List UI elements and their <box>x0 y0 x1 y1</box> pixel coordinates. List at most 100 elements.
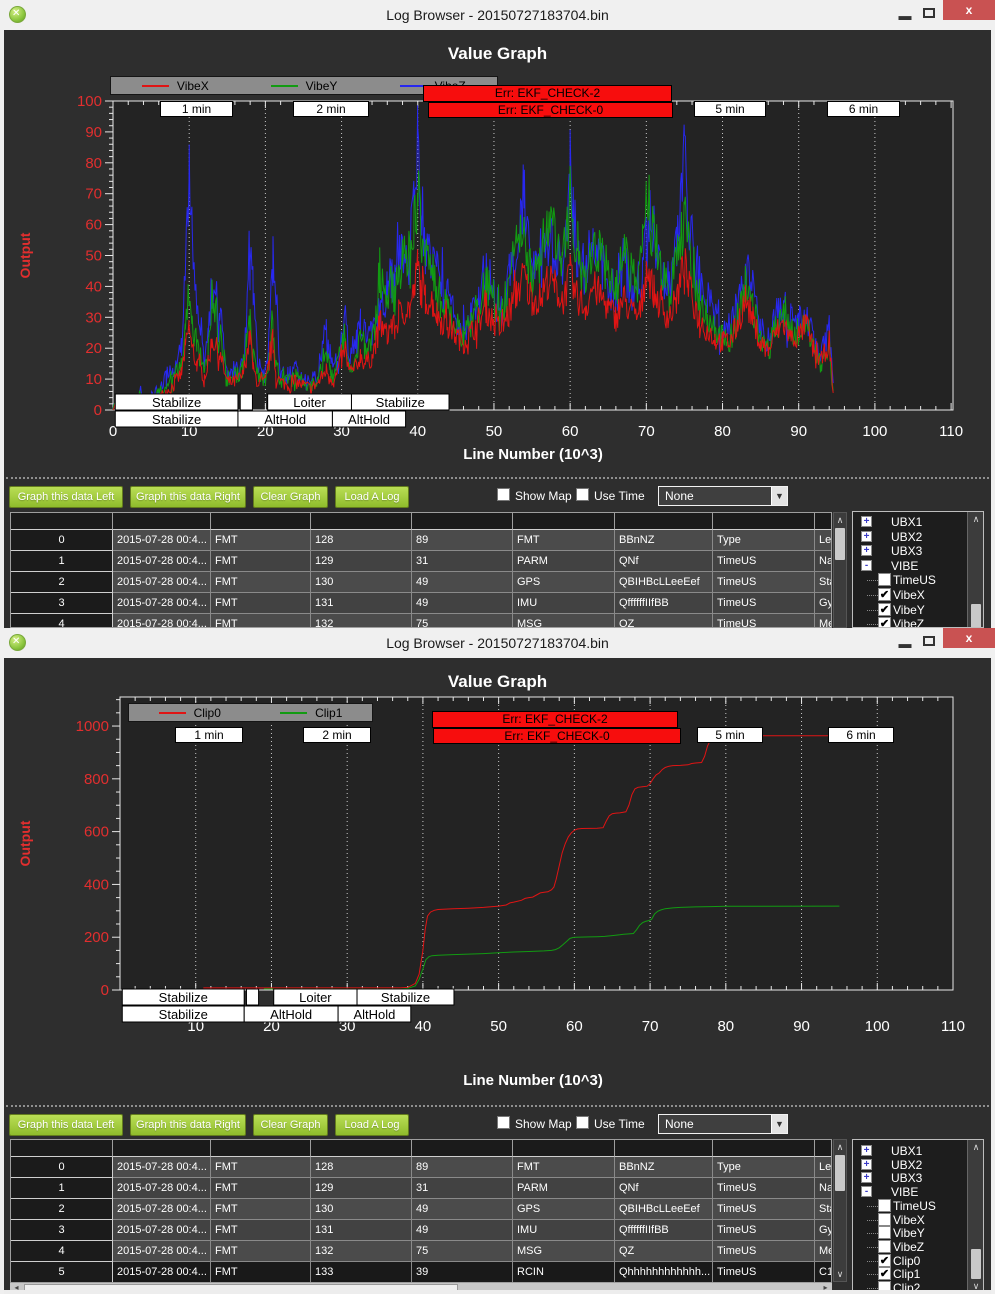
table-vertical-scrollbar[interactable]: ∧ ∨ <box>833 1139 847 1282</box>
mode-dropdown[interactable]: None ▼ <box>658 486 788 506</box>
close-button[interactable]: x <box>943 0 995 20</box>
scroll-down-icon[interactable]: ∨ <box>972 1281 980 1291</box>
field-checkbox[interactable]: ✔ <box>878 617 891 627</box>
field-checkbox[interactable] <box>878 1212 891 1226</box>
tree-item-vibe[interactable]: - VIBE <box>853 1185 966 1199</box>
tree-item-ubx3[interactable]: + UBX3 <box>853 544 966 558</box>
table-row[interactable]: 2 2015-07-28 00:4... FMT 130 49 GPS QBIHBcLLee… <box>11 572 831 593</box>
table-row[interactable]: 3 2015-07-28 00:4... FMT 131 49 IMU QffffffIIf… <box>11 1220 831 1241</box>
titlebar[interactable]: Log Browser - 20150727183704.bin ▬ x <box>0 0 995 30</box>
table-vertical-scrollbar[interactable]: ∧ <box>833 512 847 628</box>
tree-item-ubx1[interactable]: + UBX1 <box>853 1144 966 1158</box>
table-row[interactable]: 5 2015-07-28 00:4... FMT 133 39 RCIN Qhhhhhhhh… <box>11 1262 831 1282</box>
scrollbar-thumb[interactable] <box>971 604 981 627</box>
scroll-up-icon[interactable]: ∧ <box>836 1142 844 1152</box>
scroll-up-icon[interactable]: ∧ <box>972 1142 980 1152</box>
tree-connector <box>867 1288 878 1289</box>
load-log-button[interactable]: Load A Log <box>335 486 409 508</box>
minimize-button[interactable]: ▬ <box>898 8 912 23</box>
field-checkbox[interactable]: ✔ <box>878 602 891 616</box>
table-cell: 49 <box>412 593 513 614</box>
table-cell: 2015-07-28 00:4... <box>113 530 211 551</box>
graph-left-button[interactable]: Graph this data Left <box>9 1114 123 1136</box>
svg-text:110: 110 <box>941 1018 965 1035</box>
graph-right-button[interactable]: Graph this data Right <box>130 1114 246 1136</box>
field-checkbox[interactable] <box>878 1226 891 1240</box>
value-graph-chart[interactable]: 0 10 20 30 40 50 60 70 80 90 100 110010203040506070… <box>0 30 995 480</box>
scroll-up-icon[interactable]: ∧ <box>836 515 844 525</box>
chevron-down-icon[interactable]: ▼ <box>771 1115 787 1133</box>
expand-icon[interactable]: + <box>861 1172 872 1184</box>
tree-vertical-scrollbar[interactable]: ∧ ∨ <box>967 1140 983 1293</box>
tree-item-clip0[interactable]: ✔ Clip0 <box>853 1253 966 1268</box>
chevron-down-icon[interactable]: ▼ <box>771 487 787 505</box>
table-cell: PARM <box>513 551 615 572</box>
field-checkbox[interactable] <box>878 573 891 587</box>
scrollbar-thumb[interactable] <box>971 1249 981 1279</box>
table-row[interactable]: 0 2015-07-28 00:4... FMT 128 89 FMT BBnNZ Type L… <box>11 530 831 551</box>
tree-vertical-scrollbar[interactable]: ∧ <box>967 512 983 627</box>
scrollbar-thumb[interactable] <box>835 1155 845 1191</box>
field-checkbox[interactable]: ✔ <box>878 1253 891 1267</box>
table-row[interactable]: 1 2015-07-28 00:4... FMT 129 31 PARM QNf TimeUS… <box>11 1178 831 1199</box>
expand-icon[interactable]: + <box>861 545 872 557</box>
tree-item-ubx1[interactable]: + UBX1 <box>853 515 966 529</box>
tree-item-vibez[interactable]: ✔ VibeZ <box>853 617 966 627</box>
table-header-cell <box>11 1140 113 1157</box>
tree-item-timeus[interactable]: TimeUS <box>853 1198 966 1213</box>
tree-item-ubx2[interactable]: + UBX2 <box>853 530 966 544</box>
close-button[interactable]: x <box>943 628 995 648</box>
show-map-checkbox[interactable] <box>497 1116 510 1129</box>
clip-graph-chart[interactable]: 10 20 30 40 50 60 70 80 90 100 1100200400600800100… <box>0 658 995 1108</box>
expand-icon[interactable]: + <box>861 1145 872 1156</box>
table-row[interactable]: 2 2015-07-28 00:4... FMT 130 49 GPS QBIHBcLLee… <box>11 1199 831 1220</box>
field-checkbox[interactable] <box>878 1239 891 1253</box>
table-header-row <box>11 1140 831 1157</box>
scroll-left-icon[interactable]: ◂ <box>14 1283 19 1292</box>
field-checkbox[interactable]: ✔ <box>878 1267 891 1281</box>
scrollbar-thumb[interactable] <box>835 528 845 560</box>
graph-left-button[interactable]: Graph this data Left <box>9 486 123 508</box>
use-time-checkbox[interactable] <box>576 488 589 501</box>
load-log-button[interactable]: Load A Log <box>335 1114 409 1136</box>
clear-graph-button[interactable]: Clear Graph <box>253 1114 328 1136</box>
graph-right-button[interactable]: Graph this data Right <box>130 486 246 508</box>
tree-item-vibey[interactable]: ✔ VibeY <box>853 602 966 617</box>
tree-item-ubx2[interactable]: + UBX2 <box>853 1158 966 1172</box>
tree-item-vibez[interactable]: VibeZ <box>853 1239 966 1254</box>
tree-branch-label: VIBE <box>891 558 919 573</box>
tree-item-clip1[interactable]: ✔ Clip1 <box>853 1267 966 1281</box>
titlebar[interactable]: Log Browser - 20150727183704.bin ▬ x <box>0 628 995 658</box>
scroll-up-icon[interactable]: ∧ <box>972 514 980 524</box>
tree-item-vibey[interactable]: VibeY <box>853 1226 966 1240</box>
table-row[interactable]: 1 2015-07-28 00:4... FMT 129 31 PARM QNf TimeUS… <box>11 551 831 572</box>
mode-dropdown[interactable]: None ▼ <box>658 1114 788 1134</box>
collapse-icon[interactable]: - <box>861 559 872 571</box>
tree-item-timeus[interactable]: TimeUS <box>853 573 966 587</box>
tree-item-vibex[interactable]: VibeX <box>853 1212 966 1227</box>
tree-leaf-label: TimeUS <box>893 1198 936 1213</box>
table-cell: 2015-07-28 00:4... <box>113 593 211 614</box>
show-map-checkbox[interactable] <box>497 488 510 501</box>
tree-item-vibe[interactable]: - VIBE <box>853 559 966 573</box>
tree-item-ubx3[interactable]: + UBX3 <box>853 1171 966 1185</box>
table-row[interactable]: 0 2015-07-28 00:4... FMT 128 89 FMT BBnNZ Type L… <box>11 1157 831 1178</box>
use-time-checkbox[interactable] <box>576 1116 589 1129</box>
minimize-button[interactable]: ▬ <box>898 636 912 651</box>
expand-icon[interactable]: + <box>861 516 872 527</box>
collapse-icon[interactable]: - <box>861 1186 872 1198</box>
expand-icon[interactable]: + <box>861 530 872 542</box>
time-marker-5min: 5 min <box>697 727 763 743</box>
tree-item-vibex[interactable]: ✔ VibeX <box>853 588 966 602</box>
table-row[interactable]: 3 2015-07-28 00:4... FMT 131 49 IMU QffffffIIf… <box>11 593 831 614</box>
scroll-right-icon[interactable]: ▸ <box>823 1283 828 1292</box>
expand-icon[interactable]: + <box>861 1158 872 1170</box>
scroll-down-icon[interactable]: ∨ <box>836 1269 844 1279</box>
field-checkbox[interactable] <box>878 1198 891 1212</box>
maximize-button[interactable] <box>923 636 935 646</box>
field-checkbox[interactable]: ✔ <box>878 588 891 601</box>
clear-graph-button[interactable]: Clear Graph <box>253 486 328 508</box>
maximize-button[interactable] <box>923 8 935 18</box>
